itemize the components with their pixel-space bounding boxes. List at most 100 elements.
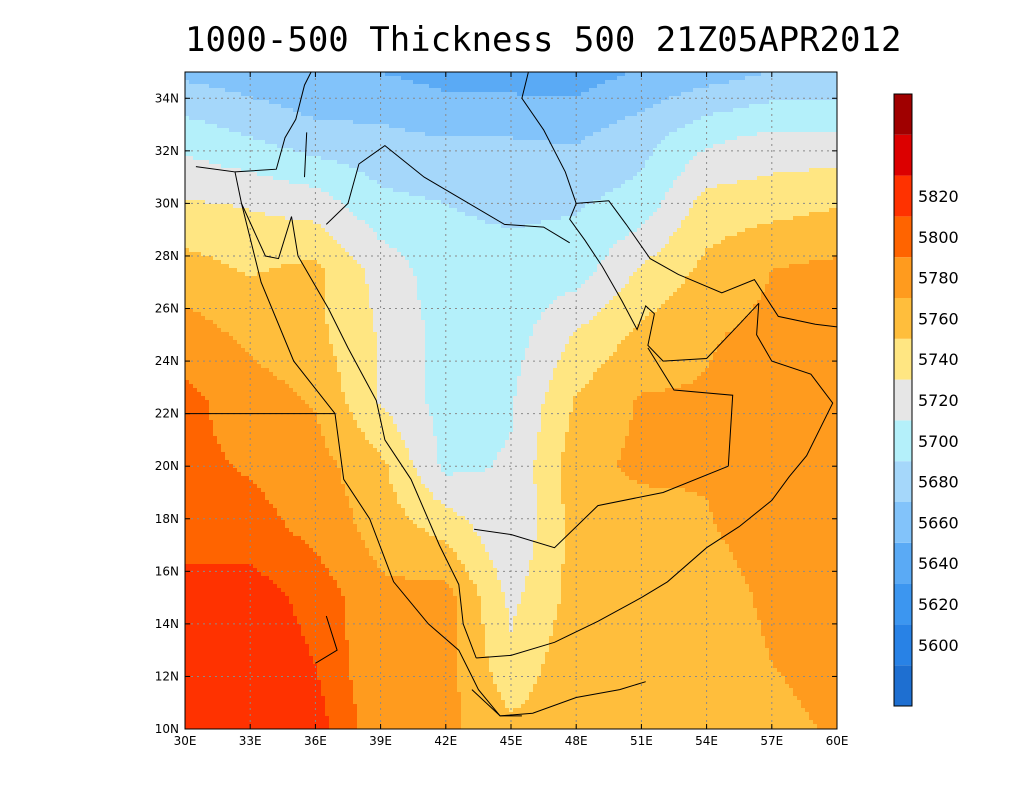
thickness-cell [409, 452, 437, 456]
thickness-cell [325, 228, 373, 232]
thickness-cell [265, 212, 353, 216]
thickness-cell [313, 656, 349, 660]
thickness-cell [365, 276, 417, 280]
thickness-cell [337, 364, 377, 368]
thickness-cell [185, 480, 253, 484]
thickness-cell [189, 248, 345, 252]
thickness-cell [625, 336, 725, 340]
thickness-cell [513, 428, 541, 432]
thickness-cell [425, 132, 593, 136]
thickness-cell [713, 520, 837, 524]
thickness-cell [349, 496, 397, 500]
thickness-cell [433, 432, 509, 436]
thickness-cell [613, 244, 665, 248]
thickness-cell [185, 336, 233, 340]
thickness-cell [629, 232, 673, 236]
thickness-cell [481, 540, 533, 544]
colorbar-segment [894, 624, 912, 666]
thickness-cell [185, 624, 301, 628]
thickness-cell [185, 404, 209, 408]
thickness-cell [565, 436, 625, 440]
thickness-cell [633, 176, 677, 180]
thickness-cell [581, 92, 681, 96]
thickness-cell [185, 424, 213, 428]
thickness-cell [461, 704, 505, 708]
thickness-cell [621, 184, 673, 188]
thickness-cell [321, 560, 377, 564]
thickness-cell [613, 188, 669, 192]
thickness-cell [721, 340, 837, 344]
thickness-cell [493, 680, 537, 684]
thickness-cell [185, 448, 221, 452]
thickness-cell [421, 304, 549, 308]
x-tick-label: 48E [565, 734, 588, 748]
thickness-cell [521, 704, 801, 708]
thickness-cell [317, 260, 357, 264]
thickness-cell [465, 212, 577, 216]
y-tick-label: 14N [155, 617, 179, 631]
thickness-cell [569, 416, 633, 420]
thickness-cell [393, 416, 433, 420]
thickness-cell [209, 400, 305, 404]
thickness-cell [513, 136, 585, 140]
thickness-cell [353, 700, 461, 704]
thickness-cell [677, 128, 837, 132]
thickness-cell [297, 620, 345, 624]
y-tick-label: 28N [155, 249, 179, 263]
thickness-cell [457, 208, 581, 212]
thickness-cell [701, 192, 837, 196]
thickness-cell [321, 264, 361, 268]
thickness-cell [317, 420, 357, 424]
thickness-cell [185, 468, 237, 472]
thickness-cell [725, 540, 837, 544]
thickness-cell [185, 200, 205, 204]
thickness-cell [377, 236, 625, 240]
thickness-cell [757, 176, 837, 180]
y-tick-label: 24N [155, 354, 179, 368]
thickness-cell [301, 624, 345, 628]
thickness-cell [309, 652, 349, 656]
thickness-cell [737, 560, 837, 564]
thickness-cell [297, 616, 345, 620]
thickness-cell [425, 364, 521, 368]
thickness-cell [577, 328, 633, 332]
thickness-cell [597, 268, 637, 272]
thickness-cell [397, 492, 433, 496]
thickness-cell [805, 708, 837, 712]
thickness-cell [185, 188, 321, 192]
thickness-cell [189, 380, 285, 384]
thickness-cell [329, 324, 373, 328]
thickness-cell [789, 264, 837, 268]
thickness-cell [225, 456, 333, 460]
thickness-cell [733, 552, 837, 556]
thickness-cell [341, 244, 389, 248]
thickness-cell [365, 280, 417, 284]
thickness-cell [641, 264, 697, 268]
thickness-cell [277, 584, 337, 588]
thickness-cell [625, 72, 761, 76]
thickness-cell [349, 252, 401, 256]
thickness-cell [313, 408, 349, 412]
thickness-cell [541, 416, 569, 420]
thickness-cell [373, 316, 421, 320]
thickness-cell [341, 384, 377, 388]
x-tick-label: 57E [760, 734, 783, 748]
thickness-cell [381, 404, 429, 408]
y-tick-label: 22N [155, 407, 179, 421]
thickness-cell [485, 624, 509, 628]
thickness-cell [185, 88, 225, 92]
thickness-cell [373, 312, 421, 316]
thickness-cell [505, 700, 525, 704]
coastline [647, 347, 734, 467]
thickness-cell [537, 436, 565, 440]
thickness-cell [209, 84, 429, 88]
thickness-cell [561, 576, 745, 580]
colorbar-segment [894, 420, 912, 462]
thickness-cell [693, 156, 837, 160]
thickness-cell [657, 208, 689, 212]
thickness-cell [565, 432, 629, 436]
thickness-cell [737, 324, 837, 328]
thickness-cell [569, 420, 629, 424]
thickness-cell [381, 456, 409, 460]
colorbar-segment [894, 94, 912, 135]
